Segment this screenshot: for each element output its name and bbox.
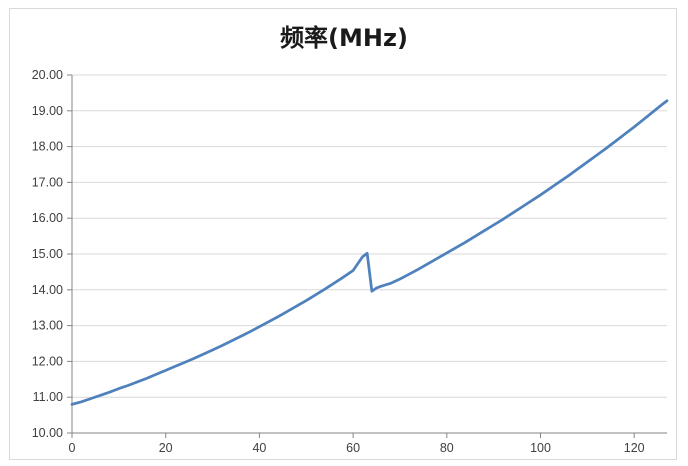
y-tick-label: 14.00 [32,283,63,297]
x-tick-label: 60 [346,441,360,455]
y-tick-label: 13.00 [32,319,63,333]
y-tick-label: 11.00 [33,390,63,404]
y-tick-label: 18.00 [32,140,63,154]
x-tick-label: 100 [530,441,551,455]
x-tick-label: 80 [440,441,454,455]
x-tick-label: 20 [159,441,173,455]
y-tick-label: 15.00 [32,247,63,261]
y-tick-label: 20.00 [32,68,63,82]
x-tick-label: 0 [69,441,76,455]
y-tick-label: 19.00 [32,104,63,118]
y-tick-label: 17.00 [32,175,63,189]
x-tick-label: 120 [624,441,645,455]
chart-title: 频率(MHz) [280,24,408,52]
y-tick-label: 10.00 [32,426,63,440]
x-tick-label: 40 [252,441,266,455]
chart-frame [9,8,677,460]
y-tick-label: 12.00 [32,354,63,368]
y-tick-label: 16.00 [32,211,63,225]
series-line [70,99,669,406]
